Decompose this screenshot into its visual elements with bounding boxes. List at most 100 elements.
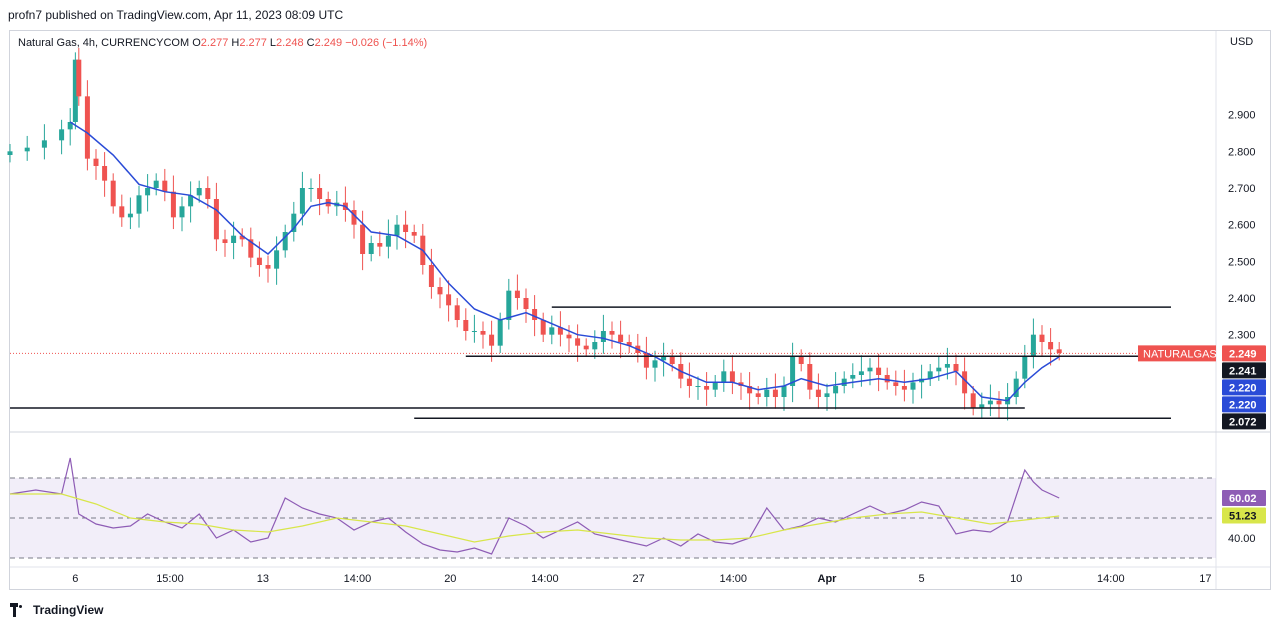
candle-body xyxy=(549,327,555,335)
candle-body xyxy=(497,320,503,346)
time-tick-label: 5 xyxy=(919,573,925,585)
candle-body xyxy=(815,389,821,397)
candle-body xyxy=(979,404,985,408)
candle-body xyxy=(256,257,262,265)
candle-body xyxy=(876,367,882,375)
candle-body xyxy=(626,342,632,346)
candle-body xyxy=(385,235,391,247)
candle-body xyxy=(231,235,237,243)
candle-body xyxy=(833,386,839,394)
candle-body xyxy=(102,166,108,181)
candle-body xyxy=(540,320,546,335)
legend-high-value: 2.277 xyxy=(239,37,270,49)
candle-body xyxy=(282,232,288,251)
rsi-value-badge xyxy=(1222,489,1266,506)
time-tick-label: 14:00 xyxy=(344,573,372,585)
candle-body xyxy=(618,334,624,342)
candle-body xyxy=(858,371,864,375)
time-tick-label: 6 xyxy=(72,573,78,585)
candle-body xyxy=(454,305,460,320)
candle-body xyxy=(790,356,796,386)
candle-body xyxy=(901,386,907,390)
legend-high-label: H xyxy=(231,37,239,49)
candle-body xyxy=(170,191,176,218)
candle-body xyxy=(910,382,916,390)
candle-body xyxy=(1022,356,1028,379)
time-tick-label: 10 xyxy=(1010,573,1022,585)
candle-body xyxy=(824,393,830,397)
candle-body xyxy=(609,331,615,335)
time-tick-label: 20 xyxy=(444,573,456,585)
legend-change: −0.026 (−1.14%) xyxy=(345,37,427,49)
candle-body xyxy=(1030,334,1036,357)
symbol-name-badge xyxy=(1138,345,1216,362)
price-tick-label: 2.900 xyxy=(1228,110,1256,122)
candle-body xyxy=(119,206,125,218)
legend-symbol: Natural Gas, 4h, CURRENCYCOM xyxy=(18,37,192,49)
candle-body xyxy=(489,334,495,346)
candle-body xyxy=(1056,349,1062,353)
candle-body xyxy=(600,331,606,342)
candle-body xyxy=(446,294,452,306)
candle-body xyxy=(291,213,297,232)
candle-body xyxy=(317,188,323,199)
footer-brand: TradingView xyxy=(33,603,104,617)
tradingview-footer[interactable]: TradingView xyxy=(10,600,103,620)
candle-body xyxy=(179,206,185,218)
price-axis-badge xyxy=(1222,396,1266,413)
candle-body xyxy=(84,96,90,159)
price-axis-badge-text: 2.249 xyxy=(1229,348,1257,360)
candle-body xyxy=(729,371,735,383)
candle-body xyxy=(368,243,374,254)
candle-body xyxy=(987,400,993,405)
ema-line xyxy=(69,121,1060,402)
candle-body xyxy=(686,378,692,386)
rsi-value-badge-text: 51.23 xyxy=(1229,511,1257,523)
candle-body xyxy=(712,382,718,390)
candle-body xyxy=(721,371,727,383)
candle-body xyxy=(807,364,813,390)
candle-body xyxy=(265,265,271,269)
candle-body xyxy=(24,147,30,152)
candle-body xyxy=(72,59,78,122)
price-axis-badge-text: 2.241 xyxy=(1229,365,1257,377)
price-axis-badge xyxy=(1222,379,1266,396)
candle-body xyxy=(514,290,520,298)
candle-body xyxy=(566,334,572,339)
price-axis-badge xyxy=(1222,345,1266,362)
legend-open-label: O xyxy=(192,37,201,49)
candle-body xyxy=(669,356,675,364)
time-tick-label: 14:00 xyxy=(719,573,747,585)
candle-body xyxy=(798,356,804,364)
candle-body xyxy=(136,195,142,214)
time-tick-label: 27 xyxy=(633,573,645,585)
candle-body xyxy=(222,239,228,243)
legend-low-value: 2.248 xyxy=(276,37,307,49)
candle-body xyxy=(927,371,933,379)
publication-header: profn7 published on TradingView.com, Apr… xyxy=(0,0,1280,30)
candle-body xyxy=(153,180,159,188)
candle-body xyxy=(299,188,305,214)
candle-body xyxy=(76,59,82,97)
candle-body xyxy=(557,327,563,335)
price-tick-label: 2.500 xyxy=(1228,256,1256,268)
tradingview-logo-icon xyxy=(10,603,28,617)
candle-body xyxy=(351,210,357,225)
candle-body xyxy=(970,393,976,408)
candle-body xyxy=(592,342,598,350)
candle-body xyxy=(41,140,47,148)
candle-body xyxy=(127,213,133,218)
candle-body xyxy=(437,287,443,295)
legend-close-label: C xyxy=(307,37,315,49)
candle-body xyxy=(188,195,194,207)
candle-body xyxy=(652,360,658,368)
time-tick-label: 14:00 xyxy=(531,573,559,585)
candle-body xyxy=(841,378,847,386)
candle-body xyxy=(953,364,959,372)
candle-body xyxy=(59,129,65,141)
rsi-value-badge xyxy=(1222,507,1266,524)
time-tick-label: 15:00 xyxy=(156,573,184,585)
price-axis-badge-text: 2.220 xyxy=(1229,399,1257,411)
chart-legend: Natural Gas, 4h, CURRENCYCOM O 2.277 H 2.2… xyxy=(18,37,427,49)
